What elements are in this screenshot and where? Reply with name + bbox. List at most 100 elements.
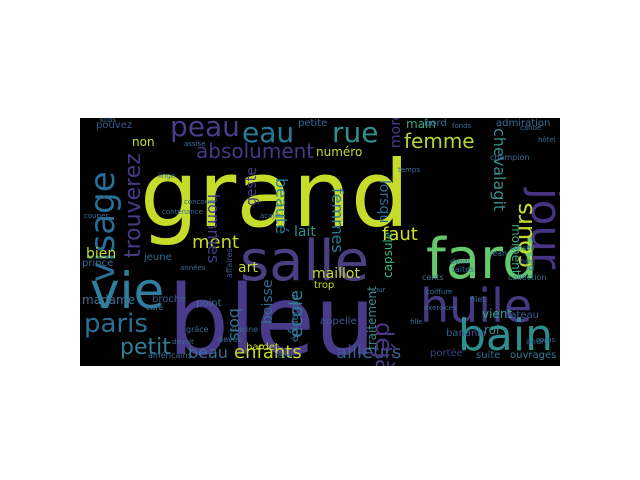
word-non: non xyxy=(132,135,155,149)
word-cloud: grand bleu fard salle vie huile jour bain paris v… xyxy=(80,118,560,366)
word-assise: assise xyxy=(184,140,205,148)
word-hommes: hommes xyxy=(204,194,223,263)
word-jour2: jour xyxy=(371,286,386,294)
word-pouvez: pouvez xyxy=(96,120,132,131)
word-contenance: contenance xyxy=(162,208,203,216)
word-art: art xyxy=(238,260,258,276)
word-affaires: affaires xyxy=(225,248,234,278)
word-moment: moment xyxy=(509,224,523,275)
word-roi: roi xyxy=(484,323,499,337)
word-temps: temps xyxy=(398,166,420,174)
word-bain: bain xyxy=(458,310,553,361)
word-lait: lait xyxy=(294,224,316,240)
word-champion: champion xyxy=(490,153,529,162)
word-ecole: école xyxy=(286,290,307,338)
word-bateau: bateau xyxy=(504,310,539,321)
word-prince: prince xyxy=(82,258,113,269)
word-conseil: conseil xyxy=(510,244,534,252)
word-bleu: bleu xyxy=(168,265,376,366)
word-absolument: absolument xyxy=(196,139,314,163)
word-ici: ici xyxy=(526,263,535,272)
word-huile: huile xyxy=(420,279,532,333)
word-filet: filet xyxy=(470,295,485,304)
word-coiffure: coiffure xyxy=(426,288,452,296)
word-banania: banania xyxy=(446,328,486,339)
word-portee: portée xyxy=(430,347,463,359)
word-suite: suite xyxy=(476,350,500,361)
word-annees: années xyxy=(180,264,206,272)
word-boisse: boisse xyxy=(260,279,276,324)
word-beau: beau xyxy=(188,343,228,362)
word-vie: vie xyxy=(90,262,164,320)
word-epiderme: épiderme xyxy=(289,294,301,342)
word-cafe: café xyxy=(146,302,163,312)
word-eau: eau xyxy=(242,118,294,149)
word-jean: jean xyxy=(489,249,507,258)
word-cours: cours xyxy=(510,203,538,268)
word-broche: broche xyxy=(152,294,186,305)
word-faites: faites xyxy=(452,265,474,274)
word-madame: madame xyxy=(82,293,135,307)
word-jour: jour xyxy=(522,187,560,270)
word-ment: ment xyxy=(192,232,239,253)
word-fille: fille xyxy=(410,318,423,326)
word-geste: geste xyxy=(244,167,260,206)
word-ouvrages: ouvrages xyxy=(510,350,556,361)
word-demi: demi xyxy=(450,257,470,266)
word-beaute: beauté xyxy=(272,178,291,234)
word-andre: andré xyxy=(526,336,549,346)
word-jeune: jeune xyxy=(143,252,172,263)
word-corps: corps xyxy=(536,336,555,344)
word-lever: lever xyxy=(276,352,294,360)
word-paris: paris xyxy=(84,309,148,339)
word-bois: bois xyxy=(226,308,245,341)
word-cuisine: cuisine xyxy=(230,325,258,334)
word-petite: petite xyxy=(298,118,327,129)
word-point: point xyxy=(196,298,222,309)
word-trop: trop xyxy=(314,280,334,291)
word-grace: grâce xyxy=(186,325,209,334)
word-femmes: femmes xyxy=(328,188,347,253)
word-appelle: appelle xyxy=(320,316,357,327)
word-vient: vient xyxy=(482,307,512,321)
word-enfants: enfants xyxy=(234,342,302,363)
word-rue: rue xyxy=(332,118,378,149)
word-salle: salle xyxy=(240,229,369,294)
word-morceaux: morceaux xyxy=(388,118,404,148)
word-devez: devez xyxy=(218,335,242,344)
word-cloud-canvas: grand bleu fard salle vie huile jour bain paris v… xyxy=(80,118,560,366)
word-lorsqu: lorsqu xyxy=(376,180,392,223)
word-cents: cents xyxy=(422,273,444,282)
word-devoit: devoit xyxy=(172,338,194,346)
word-exercices: exercices xyxy=(424,304,457,312)
word-numero: numéro xyxy=(316,145,362,159)
word-deja: déjà xyxy=(370,322,398,366)
word-faut: faut xyxy=(382,224,418,245)
word-concours: concours xyxy=(184,198,216,206)
word-couper: couper xyxy=(84,212,108,220)
word-petit: petit xyxy=(120,335,171,360)
word-grand: grand xyxy=(140,141,409,248)
word-fard: fard xyxy=(426,227,538,292)
word-trouverez: trouverez xyxy=(121,153,146,258)
word-canoe: canoë xyxy=(520,124,541,132)
word-main: main xyxy=(406,118,436,131)
word-ailleurs: ailleurs xyxy=(336,342,401,363)
word-bardet: bardet xyxy=(246,342,279,353)
word-admiration: admiration xyxy=(496,118,550,129)
word-linge: linge xyxy=(158,172,175,180)
word-bon: bon xyxy=(520,257,535,266)
word-capsule: capsule xyxy=(381,232,395,278)
word-bien: bien xyxy=(86,246,116,262)
word-bord: bord xyxy=(424,118,447,129)
word-visage: visage xyxy=(83,171,123,282)
word-maillot: maillot xyxy=(312,266,360,282)
word-hotel: hôtel xyxy=(538,136,556,144)
word-americains: américains xyxy=(148,350,192,360)
word-femme: femme xyxy=(404,129,475,153)
word-peau: peau xyxy=(170,118,240,143)
word-collection: collection xyxy=(508,273,546,282)
word-kilos: kilos xyxy=(100,118,116,124)
word-chevalagit: chevalagit xyxy=(490,128,509,211)
